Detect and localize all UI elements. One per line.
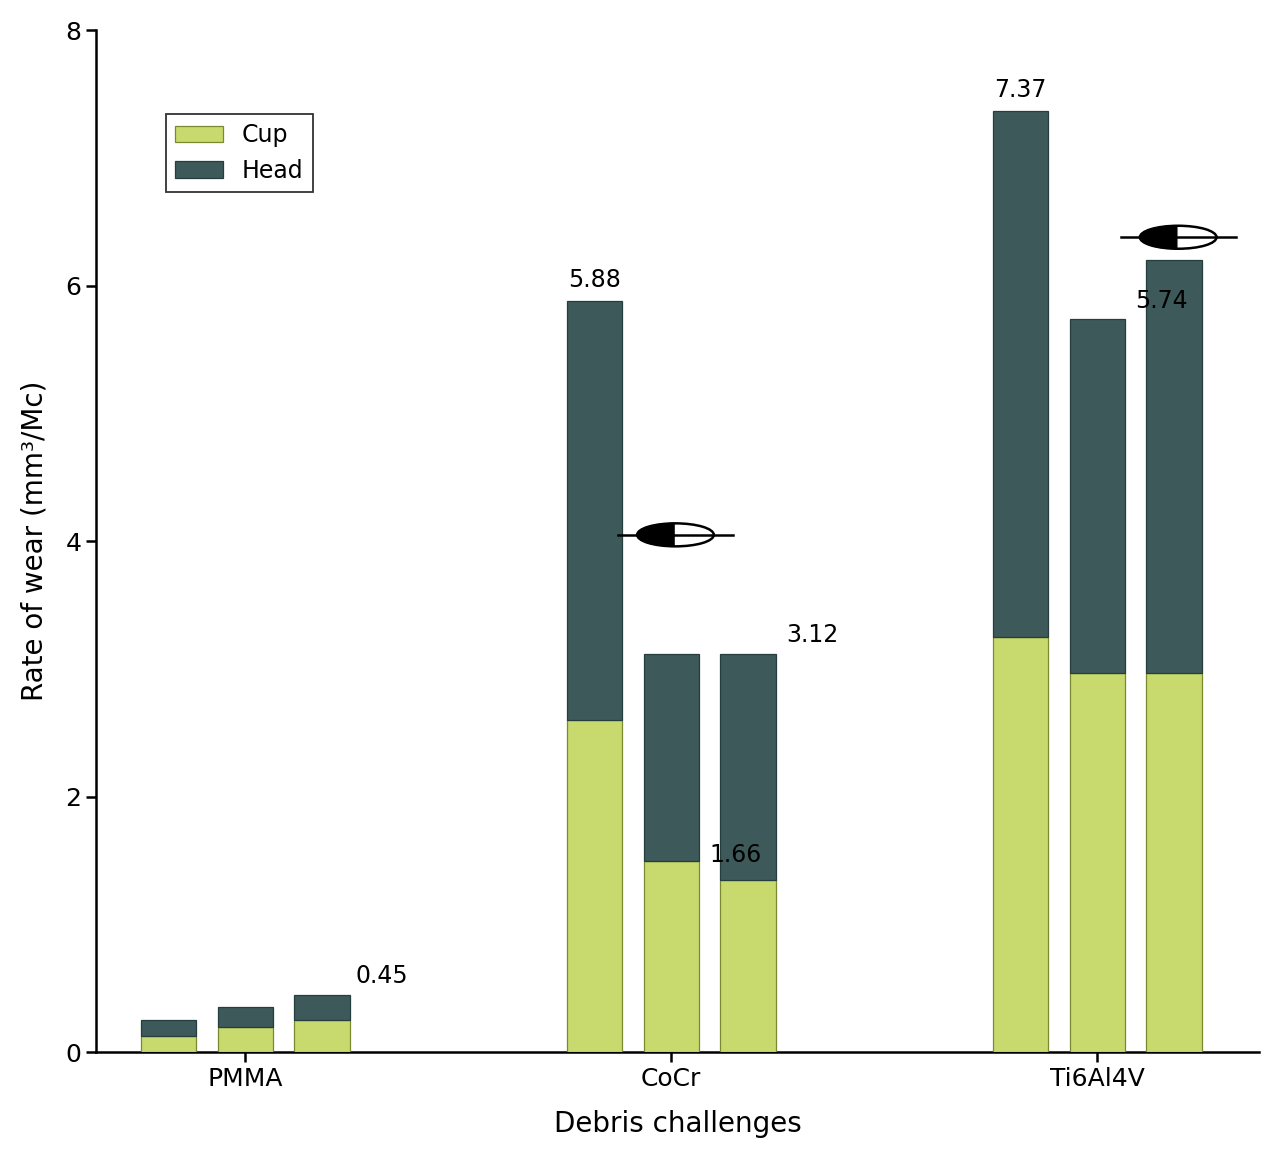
Bar: [567, 301, 622, 720]
Bar: [141, 1020, 196, 1035]
Text: 5.88: 5.88: [568, 268, 621, 292]
Bar: [1070, 319, 1125, 672]
Bar: [1147, 261, 1202, 672]
Bar: [993, 637, 1048, 1052]
Bar: [294, 1020, 349, 1052]
Bar: [721, 880, 776, 1052]
Text: 5.74: 5.74: [1135, 289, 1188, 313]
X-axis label: Debris challenges: Debris challenges: [554, 1110, 801, 1138]
Bar: [141, 1035, 196, 1052]
Text: 7.37: 7.37: [995, 78, 1047, 102]
Bar: [218, 1007, 273, 1027]
Text: 3.12: 3.12: [786, 624, 838, 647]
Polygon shape: [676, 524, 714, 546]
Polygon shape: [637, 524, 676, 546]
Bar: [1070, 672, 1125, 1052]
Bar: [567, 720, 622, 1052]
Bar: [294, 994, 349, 1020]
Bar: [644, 654, 699, 860]
Bar: [218, 1027, 273, 1052]
Bar: [993, 111, 1048, 637]
Y-axis label: Rate of wear (mm³/Mc): Rate of wear (mm³/Mc): [20, 381, 49, 701]
Text: 1.66: 1.66: [709, 843, 762, 867]
Polygon shape: [1140, 226, 1178, 249]
Bar: [721, 654, 776, 880]
Bar: [644, 860, 699, 1052]
Legend: Cup, Head: Cup, Head: [166, 114, 312, 192]
Polygon shape: [1178, 226, 1216, 249]
Bar: [1147, 672, 1202, 1052]
Text: 0.45: 0.45: [356, 964, 408, 989]
